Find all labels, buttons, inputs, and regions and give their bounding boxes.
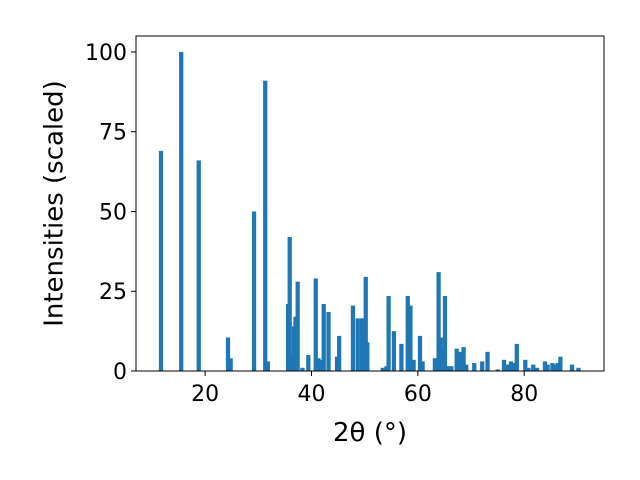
bar (359, 318, 365, 371)
bar (306, 355, 311, 371)
bar (534, 367, 540, 371)
bar (287, 237, 292, 371)
bar (179, 51, 184, 371)
bar (300, 367, 305, 371)
bar (158, 150, 164, 371)
bar (555, 363, 560, 371)
bar (485, 351, 490, 371)
y-axis-label: Intensities (scaled) (40, 80, 70, 327)
bar (480, 361, 485, 371)
bar (196, 160, 201, 371)
bar (251, 211, 257, 371)
bar (542, 361, 548, 371)
plot-frame (135, 35, 605, 372)
bar (380, 367, 385, 371)
bar (558, 356, 563, 371)
bar (552, 364, 558, 371)
bars-group (158, 51, 581, 372)
x-tick-label: 80 (510, 382, 538, 407)
bar (337, 335, 342, 371)
bar (386, 296, 391, 371)
y-tick-label: 100 (85, 41, 127, 66)
bar (508, 361, 514, 371)
x-axis-label: 2θ (°) (333, 418, 407, 448)
bar (326, 311, 331, 371)
bar (265, 361, 271, 371)
bar (363, 276, 368, 371)
bar (576, 367, 581, 371)
bar (321, 304, 326, 371)
y-axis-ticks: 0 25 50 75 100 (85, 41, 136, 385)
bar (432, 358, 438, 371)
x-tick-label: 40 (298, 382, 326, 407)
x-tick-label: 20 (191, 382, 219, 407)
bar (495, 369, 500, 371)
bar (526, 367, 531, 371)
bar (457, 351, 463, 371)
bar (228, 358, 233, 371)
bar (355, 318, 360, 371)
bar (514, 343, 519, 371)
bar (464, 364, 469, 371)
bar (438, 337, 443, 371)
bar (225, 337, 231, 371)
bar (531, 364, 536, 371)
bar (472, 363, 477, 371)
bar (569, 364, 575, 371)
bar (442, 296, 448, 371)
bar (501, 359, 507, 371)
bar (449, 366, 454, 371)
bar (295, 281, 300, 371)
bar (365, 342, 370, 371)
x-tick-label: 60 (404, 382, 432, 407)
bar (511, 363, 517, 371)
bar (313, 278, 318, 371)
bar (405, 296, 410, 371)
y-tick-label: 25 (99, 280, 127, 305)
y-tick-label: 0 (113, 360, 127, 385)
y-tick-label: 50 (99, 200, 127, 225)
bar (318, 359, 324, 371)
bar (545, 364, 550, 371)
bar (350, 305, 356, 371)
bar (436, 272, 441, 371)
bar (263, 80, 268, 372)
bar (316, 358, 321, 371)
bar (391, 331, 397, 371)
bar (420, 361, 425, 371)
x-axis-ticks: 20 40 60 80 (191, 371, 538, 407)
bar (550, 363, 555, 371)
bar (461, 347, 466, 371)
bar (411, 359, 416, 371)
bar (417, 335, 423, 371)
y-tick-label: 75 (99, 121, 127, 146)
bar (523, 359, 528, 371)
bar (454, 348, 459, 371)
bar (445, 366, 450, 371)
bar (408, 305, 413, 371)
bar (399, 343, 404, 371)
bar (505, 364, 510, 371)
